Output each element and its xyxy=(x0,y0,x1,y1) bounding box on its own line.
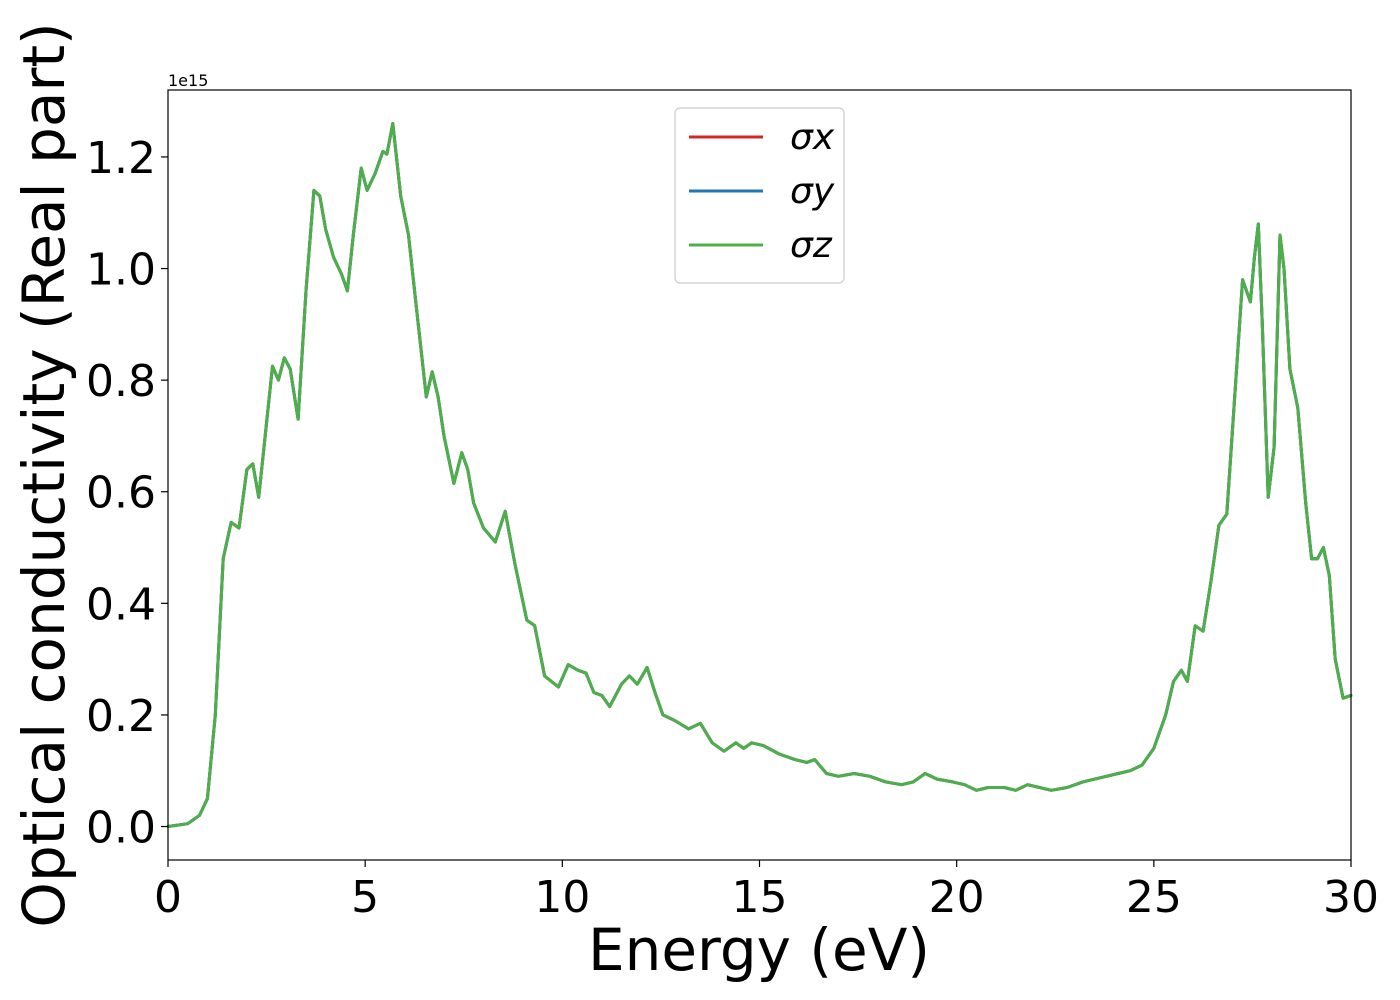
x-tick-label: 30 xyxy=(1323,872,1379,923)
legend-frame xyxy=(674,107,845,284)
series-layer xyxy=(166,122,1353,828)
y-tick-label: 0.2 xyxy=(86,691,156,742)
x-axis-label: Energy (eV) xyxy=(588,916,930,984)
y-axis-label: Optical conductivity (Real part) xyxy=(10,22,78,927)
y-tick-label: 1.0 xyxy=(86,245,156,296)
y-axis: 0.0 0.2 0.4 0.6 0.8 1.0 1.2 xyxy=(86,133,168,854)
x-tick-label: 25 xyxy=(1126,872,1182,923)
y-tick-label: 0.0 xyxy=(86,803,156,854)
y-tick-label: 0.8 xyxy=(86,356,156,407)
y-tick-label: 0.6 xyxy=(86,468,156,519)
legend-label: σx xyxy=(790,117,835,158)
series-line-sigma-z xyxy=(166,122,1353,828)
y-offset-label: 1e15 xyxy=(168,71,208,90)
x-tick-label: 0 xyxy=(154,872,182,923)
legend: σx σy σz xyxy=(674,107,845,284)
legend-label: σz xyxy=(790,225,833,266)
y-tick-label: 0.4 xyxy=(86,579,156,630)
x-tick-label: 15 xyxy=(732,872,788,923)
x-tick-label: 5 xyxy=(351,872,379,923)
x-tick-label: 20 xyxy=(929,872,985,923)
legend-label: σy xyxy=(790,171,835,212)
y-tick-label: 1.2 xyxy=(86,133,156,184)
x-axis: 0 5 10 15 20 25 30 xyxy=(154,860,1379,923)
x-tick-label: 10 xyxy=(534,872,590,923)
